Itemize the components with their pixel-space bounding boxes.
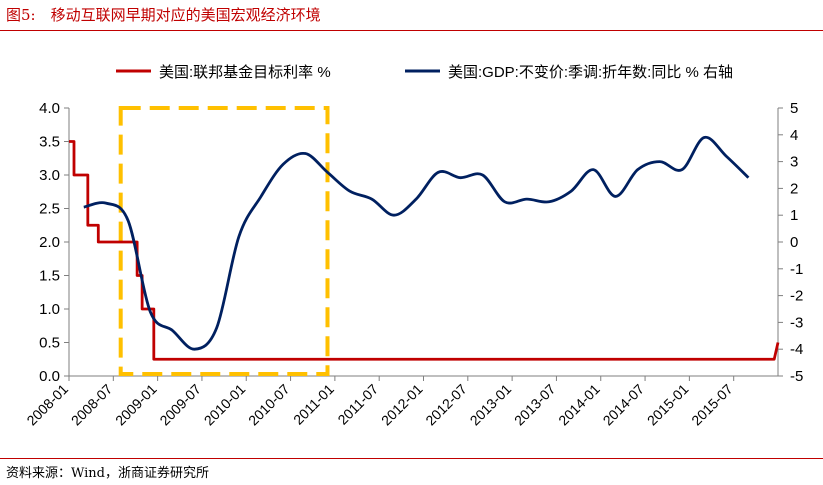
right-axis-tick-label: 1	[790, 207, 798, 224]
left-axis-tick-label: 0.0	[39, 368, 60, 385]
x-axis-tick-label: 2009-01	[112, 381, 160, 429]
x-axis-tick-label: 2011-01	[290, 381, 337, 428]
x-axis-tick-label: 2008-01	[23, 381, 71, 429]
x-axis-tick-label: 2012-01	[378, 381, 426, 429]
left-axis-tick-label: 1.5	[39, 268, 60, 285]
x-axis-tick-label: 2012-07	[422, 381, 470, 429]
left-axis-tick-label: 0.5	[39, 335, 60, 352]
highlight-box-layer	[118, 106, 330, 376]
legend: 美国:联邦基金目标利率 % 美国:GDP:不变价:季调:折年数:同比 % 右轴	[116, 64, 733, 81]
right-axis-tick-label: -4	[790, 341, 803, 358]
x-axis-tick-label: 2013-01	[467, 381, 515, 429]
legend-label-fed-rate: 美国:联邦基金目标利率 %	[159, 64, 331, 81]
x-axis-tick-label: 2015-07	[688, 381, 736, 429]
x-axis-tick-label: 2014-01	[555, 381, 603, 429]
left-axis-tick-label: 3.5	[39, 134, 60, 151]
axes: 0.0 0.5 1.0 1.5 2.0 2.5 3.0 3.5 4.0 -5 -4 -3 -2 -1 0 1 2…	[23, 100, 803, 428]
source-divider	[0, 458, 823, 459]
right-axis-tick-label: 0	[790, 234, 798, 251]
x-axis-tick-label: 2009-07	[156, 381, 204, 429]
right-axis-tick-label: 3	[790, 154, 798, 171]
x-axis-tick-label: 2010-01	[201, 381, 249, 429]
right-axis-tick-label: 4	[790, 127, 798, 144]
left-axis-tick-label: 2.5	[39, 201, 60, 218]
x-axis-tick-label: 2008-07	[68, 381, 116, 429]
right-axis-tick-label: -2	[790, 288, 803, 305]
source-note: 资料来源：Wind，浙商证券研究所	[6, 466, 209, 481]
legend-label-gdp: 美国:GDP:不变价:季调:折年数:同比 % 右轴	[448, 64, 733, 81]
left-axis-tick-label: 3.0	[39, 167, 60, 184]
x-axis-tick-label: 2013-07	[511, 381, 559, 429]
series-line-fed-rate	[69, 140, 780, 361]
left-axis-tick-label: 2.0	[39, 234, 60, 251]
series-line-gdp	[83, 135, 750, 351]
left-axis-tick-label: 1.0	[39, 301, 60, 318]
highlight-box	[118, 106, 330, 376]
right-axis-tick-label: -5	[790, 368, 803, 385]
x-axis-tick-label: 2011-07	[334, 381, 381, 428]
right-axis-tick-label: -1	[790, 261, 803, 278]
left-axis-tick-label: 4.0	[39, 100, 60, 117]
right-axis-tick-label: 2	[790, 180, 798, 197]
right-axis-tick-label: 5	[790, 100, 798, 117]
title-divider	[0, 30, 823, 31]
figure-title: 图5: 移动互联网早期对应的美国宏观经济环境	[6, 6, 321, 24]
x-axis-tick-label: 2015-01	[644, 381, 692, 429]
right-axis-tick-label: -3	[790, 314, 803, 331]
series-layer	[69, 135, 780, 361]
x-axis-tick-label: 2010-07	[245, 381, 293, 429]
x-axis-tick-label: 2014-07	[600, 381, 648, 429]
